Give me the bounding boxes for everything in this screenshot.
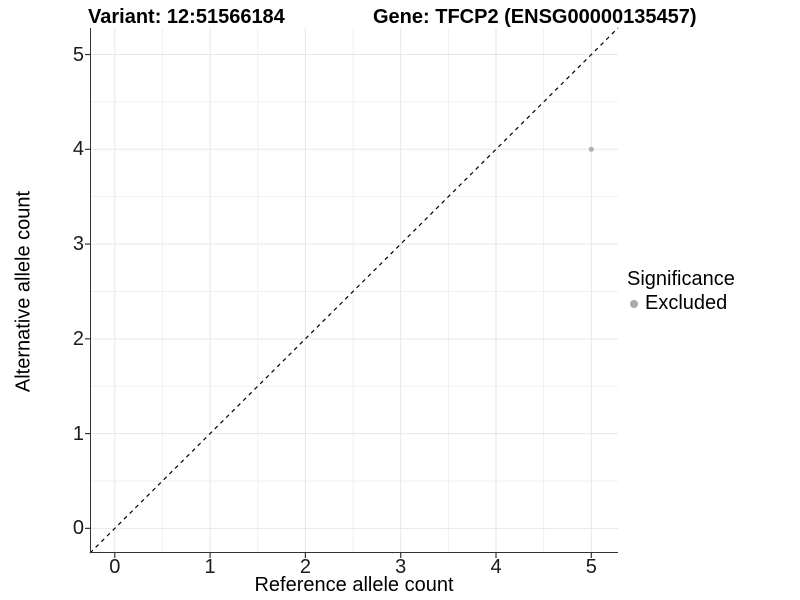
plot-area <box>85 27 619 558</box>
y-axis-title: Alternative allele count <box>12 190 35 393</box>
x-tick-label: 4 <box>490 556 502 578</box>
legend-title: Significance <box>627 268 735 290</box>
y-tick-label: 3 <box>72 233 84 256</box>
y-tick-label: 4 <box>72 138 84 161</box>
x-axis-title: Reference allele count <box>254 574 454 596</box>
x-tick-label: 0 <box>109 556 121 578</box>
y-tick-label: 0 <box>72 517 84 540</box>
identity-reference-line <box>89 27 619 554</box>
x-tick-label: 1 <box>204 556 216 578</box>
legend: Significance Excluded <box>627 268 735 315</box>
y-tick-label: 2 <box>72 327 84 350</box>
plot-title-gene: Gene: TFCP2 (ENSG00000135457) <box>373 6 697 28</box>
x-tick-label: 3 <box>395 556 407 578</box>
legend-item-label: Excluded <box>645 292 728 314</box>
legend-item-excluded: Excluded <box>627 292 735 315</box>
y-tick-label: 5 <box>72 43 84 66</box>
plot-title-variant: Variant: 12:51566184 <box>88 6 285 28</box>
data-point <box>588 146 594 152</box>
x-tick-label: 2 <box>299 556 311 578</box>
y-tick-label: 1 <box>72 422 84 445</box>
x-tick-label: 5 <box>585 556 597 578</box>
legend-key-dot-icon <box>630 299 638 308</box>
